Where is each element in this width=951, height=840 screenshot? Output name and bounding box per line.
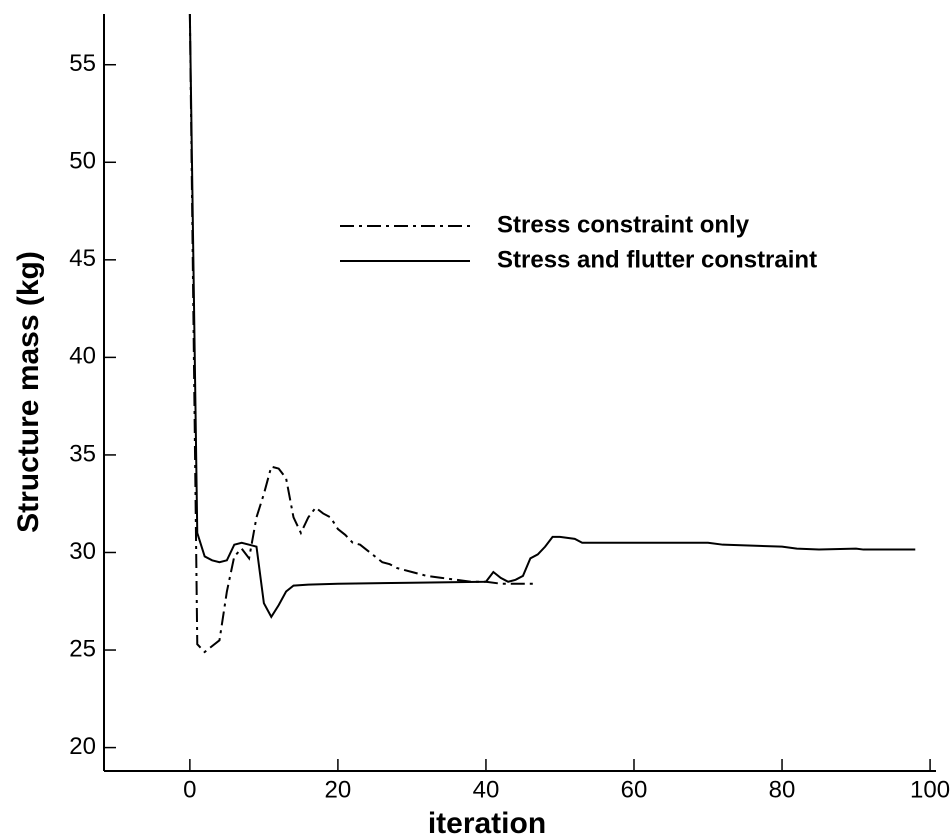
x-tick-label: 20	[325, 776, 352, 803]
y-axis-label: Structure mass (kg)	[12, 251, 45, 533]
y-tick-label: 35	[69, 440, 96, 467]
y-tick-label: 50	[69, 148, 96, 175]
y-tick-label: 45	[69, 245, 96, 272]
x-tick-label: 40	[473, 776, 500, 803]
x-tick-label: 100	[910, 776, 950, 803]
x-axis-label: iteration	[428, 807, 546, 840]
x-tick-label: 0	[183, 776, 196, 803]
series-line	[188, 13, 538, 654]
y-tick-label: 40	[69, 343, 96, 370]
y-tick-label: 55	[69, 50, 96, 77]
legend-label: Stress constraint only	[497, 211, 750, 238]
x-tick-label: 60	[621, 776, 648, 803]
legend-label: Stress and flutter constraint	[497, 246, 817, 273]
x-tick-label: 80	[769, 776, 796, 803]
y-tick-label: 20	[69, 733, 96, 760]
y-tick-label: 25	[69, 635, 96, 662]
y-tick-label: 30	[69, 538, 96, 565]
series-line	[188, 13, 916, 619]
